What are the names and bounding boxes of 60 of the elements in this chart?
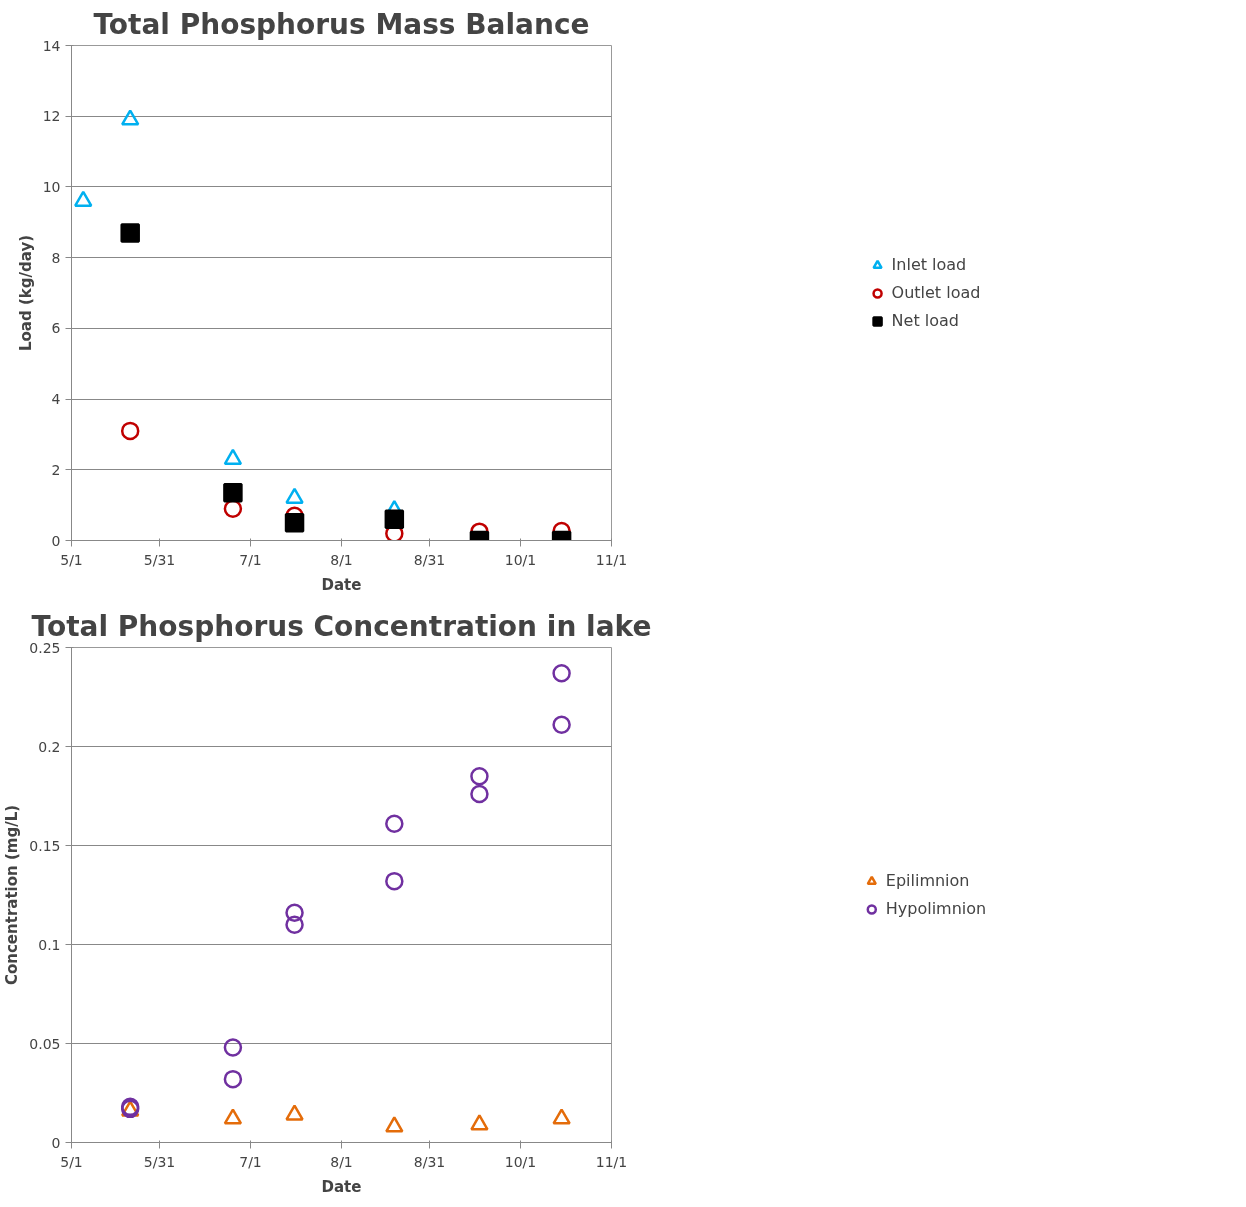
x-tick-label: 8/1 bbox=[330, 551, 353, 568]
chart-title: Total Phosphorus Mass Balance bbox=[93, 7, 590, 41]
point bbox=[384, 509, 405, 530]
x-axis-title: Date bbox=[321, 1177, 362, 1196]
point bbox=[73, 190, 93, 207]
y-tick-label: 6 bbox=[51, 320, 61, 337]
legend-label: Hypolimnion bbox=[885, 899, 987, 918]
point bbox=[470, 1114, 489, 1131]
x-tick-label: 11/1 bbox=[595, 551, 628, 568]
y-tick-label: 0.2 bbox=[38, 738, 61, 755]
point bbox=[470, 784, 489, 804]
point bbox=[470, 766, 489, 786]
point bbox=[285, 903, 304, 923]
point bbox=[552, 664, 571, 683]
point bbox=[385, 871, 404, 891]
x-tick-label: 8/31 bbox=[413, 551, 446, 568]
point bbox=[385, 814, 404, 833]
x-tick-label: 7/1 bbox=[239, 1153, 262, 1170]
point bbox=[223, 448, 243, 466]
y-axis-title: Load (kg/day) bbox=[16, 234, 35, 352]
y-tick-label: 12 bbox=[42, 108, 61, 125]
y-tick-label: 0.15 bbox=[29, 837, 61, 854]
y-tick-label: 0 bbox=[51, 532, 61, 549]
legend-label: Outlet load bbox=[891, 283, 981, 302]
y-tick-label: 10 bbox=[42, 178, 61, 195]
x-tick-label: 11/1 bbox=[595, 1153, 628, 1170]
point bbox=[385, 1116, 404, 1133]
point bbox=[223, 1038, 243, 1057]
legend-label: Epilimnion bbox=[885, 871, 970, 890]
y-tick-label: 0 bbox=[51, 1134, 61, 1151]
y-tick-label: 2 bbox=[51, 461, 61, 478]
point bbox=[223, 1069, 243, 1089]
x-tick-label: 10/1 bbox=[504, 551, 537, 568]
point bbox=[120, 223, 140, 243]
x-tick-label: 5/31 bbox=[143, 551, 176, 568]
legend-label: Net load bbox=[891, 311, 959, 330]
point bbox=[552, 715, 571, 734]
x-tick-label: 5/31 bbox=[143, 1153, 176, 1170]
point bbox=[552, 1108, 571, 1125]
y-tick-label: 0.05 bbox=[29, 1035, 61, 1052]
x-tick-label: 5/1 bbox=[60, 1153, 83, 1170]
point bbox=[223, 483, 243, 503]
x-axis-title: Date bbox=[321, 575, 362, 594]
x-tick-label: 10/1 bbox=[504, 1153, 537, 1170]
point bbox=[223, 1108, 243, 1125]
y-axis-title: Concentration (mg/L) bbox=[3, 804, 22, 986]
x-tick-label: 8/1 bbox=[330, 1153, 353, 1170]
legend-label: Inlet load bbox=[891, 255, 967, 274]
y-tick-label: 0.1 bbox=[38, 936, 61, 953]
y-tick-label: 14 bbox=[42, 37, 61, 54]
y-tick-label: 4 bbox=[51, 391, 61, 408]
y-tick-label: 8 bbox=[51, 249, 61, 266]
x-tick-label: 8/31 bbox=[413, 1153, 446, 1170]
point bbox=[120, 421, 140, 441]
x-tick-label: 7/1 bbox=[239, 551, 262, 568]
point bbox=[285, 1104, 304, 1121]
x-tick-label: 5/1 bbox=[60, 551, 83, 568]
point bbox=[285, 915, 304, 934]
point bbox=[120, 109, 140, 126]
point bbox=[284, 513, 305, 533]
